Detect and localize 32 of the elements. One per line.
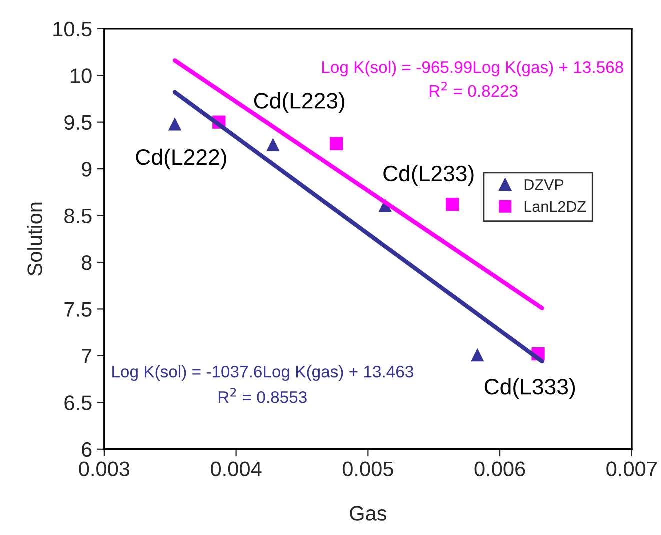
annotation: Cd(L333) bbox=[484, 378, 576, 400]
point bbox=[471, 348, 484, 362]
legend-label: DZVP bbox=[524, 180, 564, 190]
x-tick-label: 0.004 bbox=[211, 462, 262, 477]
annotation: Cd(L222) bbox=[136, 148, 226, 170]
x-tick-label: 0.007 bbox=[606, 462, 657, 477]
annotation: Log K(sol) = -965.99Log K(gas) + 13.568 bbox=[322, 61, 624, 77]
annotation: R$^{2}$ = 0.8223 bbox=[430, 82, 518, 98]
legend-label: LanL2DZ bbox=[524, 201, 586, 212]
y-tick-label: 7.5 bbox=[64, 302, 92, 317]
point bbox=[266, 138, 280, 152]
y-tick-label: 9 bbox=[82, 162, 92, 177]
y-axis-title: Solution bbox=[27, 202, 42, 276]
y-tick-label: 6 bbox=[82, 442, 92, 458]
point bbox=[446, 198, 460, 212]
x-tick-label: 0.006 bbox=[474, 462, 526, 477]
point bbox=[330, 137, 344, 150]
point bbox=[168, 118, 182, 131]
y-tick-label: 10 bbox=[71, 68, 92, 84]
annotation: R$^{2}$ = 0.8553 bbox=[218, 388, 307, 404]
y-tick-label: 8 bbox=[82, 256, 92, 270]
y-tick-label: 9.5 bbox=[64, 115, 92, 130]
x-tick-label: 0.005 bbox=[342, 462, 394, 477]
y-tick-label: 6.5 bbox=[64, 396, 92, 410]
annotation: Cd(L233) bbox=[384, 165, 474, 186]
annotation: Cd(L223) bbox=[254, 92, 345, 114]
x-axis-title: Gas bbox=[350, 506, 387, 521]
y-tick-label: 8.5 bbox=[64, 208, 92, 224]
annotation: Log K(sol) = -1037.6Log K(gas) + 13.463 bbox=[112, 366, 414, 382]
y-tick-label: 10.5 bbox=[54, 22, 92, 37]
y-tick-label: 7 bbox=[82, 349, 92, 364]
x-tick-label: 0.003 bbox=[79, 462, 130, 477]
